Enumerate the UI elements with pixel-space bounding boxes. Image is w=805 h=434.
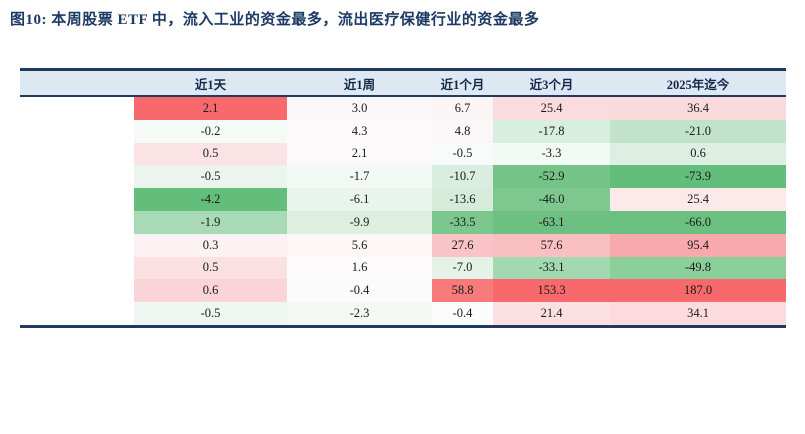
column-header: 2025年迄今: [666, 77, 730, 92]
heatmap-cell: 25.4: [610, 188, 786, 211]
heatmap-cell: -1.9: [134, 210, 287, 234]
table-row: -4.2 -6.1 -13.6 -46.0 25.4: [20, 188, 786, 211]
row-label-cell: [20, 210, 134, 234]
heatmap-cell: 21.4: [493, 302, 610, 325]
table-row: 0.5 2.1 -0.5 -3.3 0.6: [20, 142, 786, 166]
heatmap-cell: -6.1: [287, 188, 432, 211]
table-row: -1.9 -9.9 -33.5 -63.1 -66.0: [20, 210, 786, 234]
table-row: 0.6 -0.4 58.8 153.3 187.0: [20, 279, 786, 303]
header-row-label-spacer: [20, 71, 134, 95]
row-label-cell: [20, 188, 134, 211]
table-row: -0.5 -1.7 -10.7 -52.9 -73.9: [20, 165, 786, 189]
heatmap-cell: -33.1: [493, 256, 610, 280]
heatmap-cell: 0.5: [134, 142, 287, 166]
heatmap-cell: -66.0: [610, 210, 786, 234]
heatmap-cell: 0.3: [134, 233, 287, 257]
heatmap-cell: 25.4: [493, 97, 610, 120]
heatmap-cell: 3.0: [287, 97, 432, 120]
heatmap-cell: -0.5: [432, 142, 493, 166]
heatmap-cell: 58.8: [432, 279, 493, 303]
heatmap-cell: -2.3: [287, 302, 432, 325]
column-header: 近1个月: [440, 77, 485, 92]
table-row: -0.5 -2.3 -0.4 21.4 34.1: [20, 302, 786, 325]
row-label-cell: [20, 233, 134, 257]
heatmap-cell: 0.5: [134, 256, 287, 280]
heatmap-cell: -21.0: [610, 119, 786, 143]
heatmap-cell: 95.4: [610, 233, 786, 257]
heatmap-cell: -33.5: [432, 210, 493, 234]
heatmap-cell: 6.7: [432, 97, 493, 120]
heatmap-cell: 0.6: [134, 279, 287, 303]
row-label-cell: [20, 279, 134, 303]
heatmap-cell: 5.6: [287, 233, 432, 257]
heatmap-cell: 2.1: [287, 142, 432, 166]
heatmap-cell: -4.2: [134, 188, 287, 211]
heatmap-cell: 187.0: [610, 279, 786, 303]
column-header: 近1天: [194, 77, 227, 92]
heatmap-cell: 27.6: [432, 233, 493, 257]
heatmap-cell: -0.2: [134, 119, 287, 143]
heatmap-cell: 0.6: [610, 142, 786, 166]
etf-flow-heatmap-table: 近1天 近1周 近1个月 近3个月 2025年迄今 2.1 3.0 6.7 25.4 36.4-…: [20, 68, 786, 328]
heatmap-cell: -0.5: [134, 302, 287, 325]
heatmap-cell: 57.6: [493, 233, 610, 257]
heatmap-cell: -0.4: [287, 279, 432, 303]
row-label-cell: [20, 142, 134, 166]
table-row: -0.2 4.3 4.8 -17.8 -21.0: [20, 119, 786, 143]
row-label-cell: [20, 119, 134, 143]
column-header: 近3个月: [529, 77, 574, 92]
heatmap-cell: -7.0: [432, 256, 493, 280]
heatmap-cell: 153.3: [493, 279, 610, 303]
heatmap-cell: -73.9: [610, 165, 786, 189]
heatmap-cell: -13.6: [432, 188, 493, 211]
table-row: 0.5 1.6 -7.0 -33.1 -49.8: [20, 256, 786, 280]
table-body: 2.1 3.0 6.7 25.4 36.4 -0.2 4.3 4.8 -17.8 -21.0 0.5…: [20, 97, 786, 325]
row-label-cell: [20, 302, 134, 325]
row-label-cell: [20, 256, 134, 280]
figure-title: 图10: 本周股票 ETF 中，流入工业的资金最多，流出医疗保健行业的资金最多: [10, 12, 540, 28]
heatmap-cell: 1.6: [287, 256, 432, 280]
heatmap-cell: -10.7: [432, 165, 493, 189]
table-row: 0.3 5.6 27.6 57.6 95.4: [20, 233, 786, 257]
row-label-cell: [20, 165, 134, 189]
heatmap-cell: -46.0: [493, 188, 610, 211]
heatmap-cell: 4.3: [287, 119, 432, 143]
heatmap-cell: -63.1: [493, 210, 610, 234]
table-row: 2.1 3.0 6.7 25.4 36.4: [20, 97, 786, 120]
heatmap-cell: -17.8: [493, 119, 610, 143]
heatmap-cell: -0.5: [134, 165, 287, 189]
heatmap-cell: 4.8: [432, 119, 493, 143]
heatmap-cell: -0.4: [432, 302, 493, 325]
row-label-cell: [20, 97, 134, 120]
heatmap-cell: -9.9: [287, 210, 432, 234]
heatmap-cell: -52.9: [493, 165, 610, 189]
heatmap-cell: -3.3: [493, 142, 610, 166]
heatmap-cell: -1.7: [287, 165, 432, 189]
column-header: 近1周: [343, 77, 376, 92]
heatmap-cell: 2.1: [134, 97, 287, 120]
heatmap-cell: 34.1: [610, 302, 786, 325]
heatmap-cell: 36.4: [610, 97, 786, 120]
table-header-row: 近1天 近1周 近1个月 近3个月 2025年迄今: [20, 71, 786, 97]
heatmap-cell: -49.8: [610, 256, 786, 280]
